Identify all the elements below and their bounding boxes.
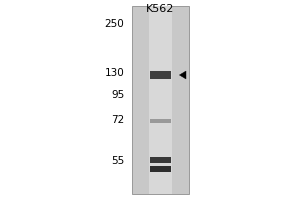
Text: 95: 95: [111, 90, 124, 100]
Bar: [149, 6, 172, 194]
Bar: [132, 6, 189, 194]
Bar: [150, 119, 171, 123]
Bar: [150, 166, 171, 172]
Text: 72: 72: [111, 115, 124, 125]
Text: 55: 55: [111, 156, 124, 166]
Bar: [150, 71, 171, 79]
Text: 250: 250: [105, 19, 124, 29]
Text: 130: 130: [105, 68, 124, 78]
Text: K562: K562: [146, 4, 175, 14]
Bar: [150, 157, 171, 163]
Polygon shape: [179, 71, 186, 79]
